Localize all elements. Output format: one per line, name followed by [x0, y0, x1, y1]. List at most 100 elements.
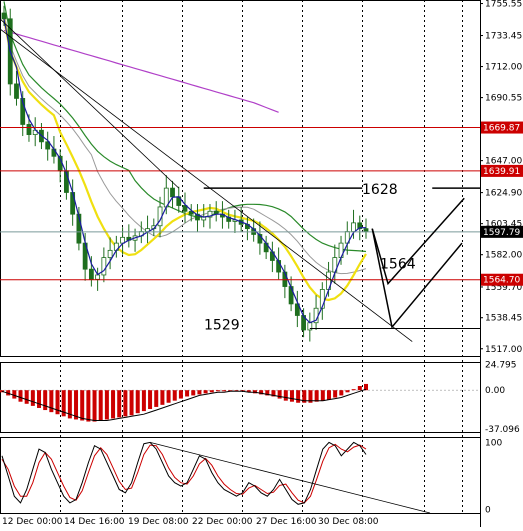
- macd-bar: [234, 390, 239, 392]
- macd-bar: [80, 390, 85, 421]
- price-tick-label: 1538.45: [485, 314, 522, 324]
- time-axis-label: 19 Dec 08:00: [128, 517, 189, 527]
- macd-bar: [333, 390, 338, 398]
- price-tick-label: 1733.45: [485, 32, 522, 42]
- macd-bar: [240, 390, 245, 392]
- level-price-label: 1639.91: [483, 167, 520, 177]
- candle-body: [363, 228, 369, 232]
- candle-body: [170, 187, 175, 198]
- macd-bar: [191, 390, 196, 396]
- macd-tick-label: 24.795: [485, 360, 517, 370]
- candle-body: [88, 268, 94, 280]
- macd-bar: [364, 383, 368, 391]
- macd-bar: [228, 390, 233, 392]
- price-tick-label: 1517.00: [485, 345, 522, 355]
- macd-bar: [104, 390, 109, 420]
- macd-bar: [61, 390, 66, 417]
- macd-bar: [0, 390, 4, 393]
- price-tick-label: 1559.70: [485, 283, 522, 293]
- macd-bar: [166, 390, 171, 403]
- current-price-tag: [481, 225, 523, 238]
- price-tick-label: 1712.00: [485, 63, 522, 73]
- stoch-tick-label: 100: [485, 438, 502, 448]
- macd-bar: [197, 390, 202, 395]
- macd-bar: [271, 390, 276, 397]
- macd-bar: [30, 390, 35, 406]
- macd-bar: [141, 390, 146, 412]
- candle-body: [188, 210, 194, 215]
- macd-bar: [129, 390, 134, 416]
- macd-bar: [67, 390, 72, 419]
- trend-line-descending: [0, 28, 413, 342]
- macd-bar: [289, 390, 294, 402]
- candle-body: [288, 286, 294, 305]
- macd-bar: [351, 389, 356, 391]
- macd-tick-label: -37.096: [485, 425, 520, 435]
- macd-bar: [86, 390, 91, 422]
- macd-bar: [98, 390, 103, 421]
- macd-tick-label: 0.00: [485, 386, 505, 396]
- macd-bar: [246, 390, 251, 393]
- time-axis-label: 22 Dec 00:00: [192, 517, 253, 527]
- macd-bar: [259, 390, 264, 395]
- macd-bar: [203, 390, 208, 394]
- macd-bar: [18, 390, 23, 402]
- macd-bar: [123, 390, 128, 417]
- macd-bar: [302, 390, 307, 403]
- macd-bar: [265, 390, 270, 396]
- time-axis-label: 12 Dec 00:00: [2, 517, 63, 527]
- candle-body: [45, 141, 51, 150]
- annotation-label: 1564: [380, 257, 416, 273]
- ma-fast-line: [3, 18, 366, 324]
- macd-bar: [43, 390, 48, 411]
- candle-body: [14, 83, 19, 99]
- ma-gray-line: [3, 12, 367, 275]
- candle-body: [294, 303, 300, 316]
- macd-bar: [111, 390, 116, 419]
- price-panel-frame: [0, 0, 481, 357]
- level-price-tag: [481, 121, 523, 134]
- macd-bar: [12, 390, 17, 399]
- candle-body: [351, 222, 356, 232]
- candle-body: [357, 222, 363, 230]
- stoch-main-line: [1, 441, 367, 505]
- time-axis-label: 27 Dec 16:00: [256, 517, 317, 527]
- level-price-label: 1669.87: [483, 124, 520, 134]
- level-price-label: 1564.70: [483, 276, 520, 286]
- macd-bar: [24, 390, 29, 404]
- trend-line-upper: [0, 18, 180, 189]
- macd-bar: [74, 390, 79, 420]
- macd-bar: [320, 390, 325, 401]
- macd-bar: [252, 390, 257, 394]
- level-price-tag: [481, 273, 523, 286]
- macd-bar: [296, 390, 301, 403]
- macd-bar: [172, 390, 177, 401]
- stoch-tick-label: 0: [485, 506, 491, 516]
- macd-bar: [277, 390, 282, 399]
- annotation-label: 1529: [204, 317, 240, 333]
- price-tick-label: 1647.00: [485, 157, 522, 167]
- macd-bar: [209, 390, 214, 393]
- stoch-panel-frame: [0, 437, 481, 514]
- candle-body: [101, 257, 107, 276]
- macd-bar: [345, 390, 350, 393]
- candle-body: [319, 289, 325, 309]
- macd-bar: [215, 390, 220, 392]
- macd-bar: [222, 390, 227, 392]
- macd-bar: [178, 390, 183, 399]
- macd-bar: [357, 386, 362, 391]
- candle-body: [95, 274, 101, 280]
- candle-body: [207, 210, 213, 218]
- ma-magenta-line: [3, 29, 279, 113]
- macd-bar: [154, 390, 159, 407]
- price-tick-label: 1582.00: [485, 251, 522, 261]
- macd-bar: [55, 390, 60, 415]
- macd-bar: [160, 390, 165, 405]
- time-axis-label: 30 Dec 08:00: [318, 517, 379, 527]
- time-axis-label: 14 Dec 16:00: [64, 517, 125, 527]
- projection-path-a: [371, 197, 465, 286]
- macd-bar: [92, 390, 97, 422]
- annotation-label: 1628: [362, 182, 398, 198]
